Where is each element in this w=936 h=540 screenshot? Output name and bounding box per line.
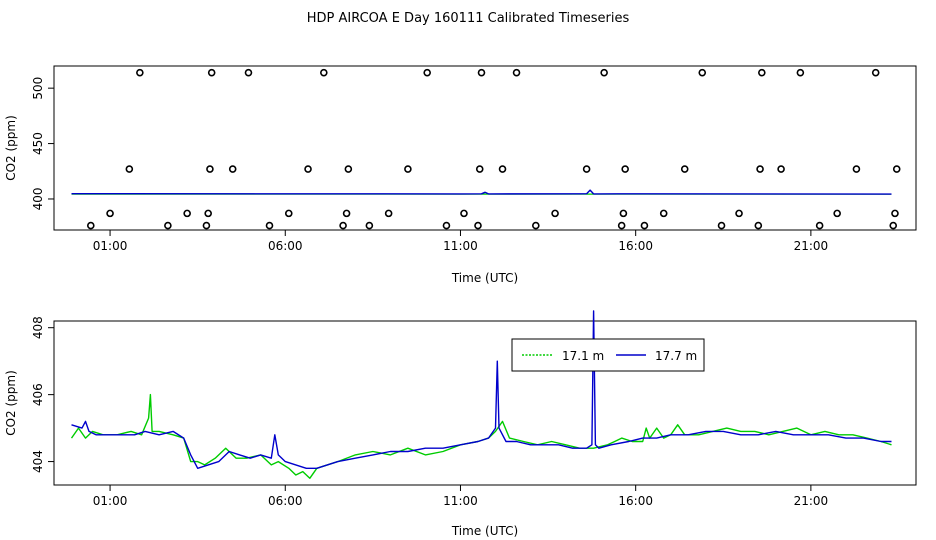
p1-calibration-point — [640, 221, 649, 230]
p1-calibration-point — [183, 209, 191, 218]
p1-calibration-point — [202, 221, 211, 230]
p1-calibration-point — [339, 221, 347, 230]
p1-calibration-point — [889, 221, 898, 230]
p1-xtick-label: 21:00 — [794, 239, 829, 253]
p1-ytick-label: 500 — [31, 77, 45, 100]
p1-calibration-point — [892, 165, 901, 173]
p1-calibration-point — [754, 221, 763, 230]
p2-xtick-label: 01:00 — [93, 494, 128, 508]
p2-ytick-label: 408 — [31, 316, 45, 339]
p1-xtick-label: 06:00 — [268, 239, 303, 253]
p1-calibration-point — [498, 165, 507, 173]
p1-calibration-point — [342, 209, 351, 218]
p1-calibration-point — [717, 221, 726, 230]
bottom-panel-timeseries: 01:00 06:00 11:00 16:00 21:00 404 406 408 Time… — [4, 310, 917, 538]
p1-xtick-label: 11:00 — [443, 239, 478, 253]
p1-calibration-point — [512, 68, 521, 77]
p1-calibration-point — [474, 221, 482, 230]
p1-calibration-point — [284, 209, 293, 218]
p1-calibration-point — [698, 68, 707, 77]
p1-calibration-point — [815, 221, 824, 230]
p1-calibration-point — [442, 221, 451, 230]
top-series-group — [71, 189, 892, 195]
p1-calibration-point — [206, 165, 214, 173]
p1-calibration-point — [365, 221, 374, 230]
p2-xtick-label: 11:00 — [443, 494, 478, 508]
top-y-axis: 400 450 500 — [31, 77, 54, 211]
p1-calibration-point — [344, 165, 353, 173]
p1-calibration-point — [244, 68, 253, 77]
p1-calibration-point — [852, 165, 861, 173]
p1-calibration-point — [86, 221, 95, 230]
p1-ytick-label: 450 — [31, 132, 45, 155]
p1-calibration-point — [680, 165, 689, 173]
p1-calibration-point — [265, 221, 274, 230]
p1-calibration-point — [125, 165, 134, 173]
p1-calibration-point — [460, 209, 468, 218]
p2-series-line-0 — [70, 393, 892, 479]
bottom-y-axis-label: CO2 (ppm) — [4, 370, 18, 436]
bottom-series-group — [70, 310, 892, 479]
p2-xtick-label: 16:00 — [618, 494, 653, 508]
p1-calibration-point — [582, 165, 591, 173]
p1-calibration-point — [735, 209, 743, 218]
legend: 17.1 m 17.7 m — [511, 338, 705, 372]
p1-calibration-point — [475, 165, 484, 173]
p1-calibration-point — [404, 165, 412, 173]
p1-calibration-point — [833, 209, 841, 218]
p1-calibration-point — [600, 68, 608, 77]
p1-calibration-point — [891, 209, 899, 218]
p2-series-line-1 — [71, 310, 892, 469]
p2-ytick-label: 406 — [31, 383, 45, 406]
p2-xtick-label: 06:00 — [268, 494, 303, 508]
p1-calibration-point — [532, 221, 540, 230]
p1-calibration-point — [619, 209, 628, 218]
p1-calibration-point — [777, 165, 785, 173]
p1-calibration-point — [477, 68, 486, 77]
p1-calibration-point — [164, 221, 172, 230]
legend-label-17-1m: 17.1 m — [562, 349, 604, 363]
p1-calibration-point — [207, 68, 216, 77]
p1-calibration-point — [756, 165, 764, 173]
p1-calibration-point — [621, 165, 629, 173]
bottom-y-axis: 404 406 408 — [31, 316, 54, 473]
p1-calibration-point — [871, 68, 880, 77]
p2-ytick-label: 404 — [31, 450, 45, 473]
p1-ytick-label: 400 — [31, 188, 45, 211]
p2-xtick-label: 21:00 — [794, 494, 829, 508]
p1-calibration-point — [384, 209, 393, 218]
top-x-axis-label: Time (UTC) — [451, 271, 518, 285]
p1-calibration-point — [136, 68, 144, 77]
legend-label-17-7m: 17.7 m — [655, 349, 697, 363]
top-plot-frame — [53, 65, 917, 231]
p1-calibration-point — [204, 209, 212, 218]
bottom-x-axis-label: Time (UTC) — [451, 524, 518, 538]
p1-calibration-point — [617, 221, 626, 230]
top-calibration-points — [86, 68, 901, 230]
p1-xtick-label: 16:00 — [618, 239, 653, 253]
p1-calibration-point — [758, 68, 766, 77]
bottom-x-axis: 01:00 06:00 11:00 16:00 21:00 — [93, 485, 828, 508]
bottom-plot-frame — [53, 320, 917, 486]
p1-calibration-point — [228, 165, 237, 173]
p1-calibration-point — [423, 68, 431, 77]
p1-calibration-point — [551, 209, 559, 218]
p1-calibration-point — [320, 68, 328, 77]
figure-title: HDP AIRCOA E Day 160111 Calibrated Times… — [307, 11, 630, 26]
p1-series-line-1 — [71, 189, 892, 195]
p1-calibration-point — [796, 68, 805, 77]
top-panel-calibrated-timeseries: 01:00 06:00 11:00 16:00 21:00 400 450 500 Time… — [4, 65, 917, 285]
p1-calibration-point — [659, 209, 668, 218]
p1-xtick-label: 01:00 — [93, 239, 128, 253]
top-y-axis-label: CO2 (ppm) — [4, 115, 18, 181]
p1-calibration-point — [106, 209, 114, 218]
top-x-axis: 01:00 06:00 11:00 16:00 21:00 — [93, 230, 828, 253]
p1-calibration-point — [304, 165, 312, 173]
